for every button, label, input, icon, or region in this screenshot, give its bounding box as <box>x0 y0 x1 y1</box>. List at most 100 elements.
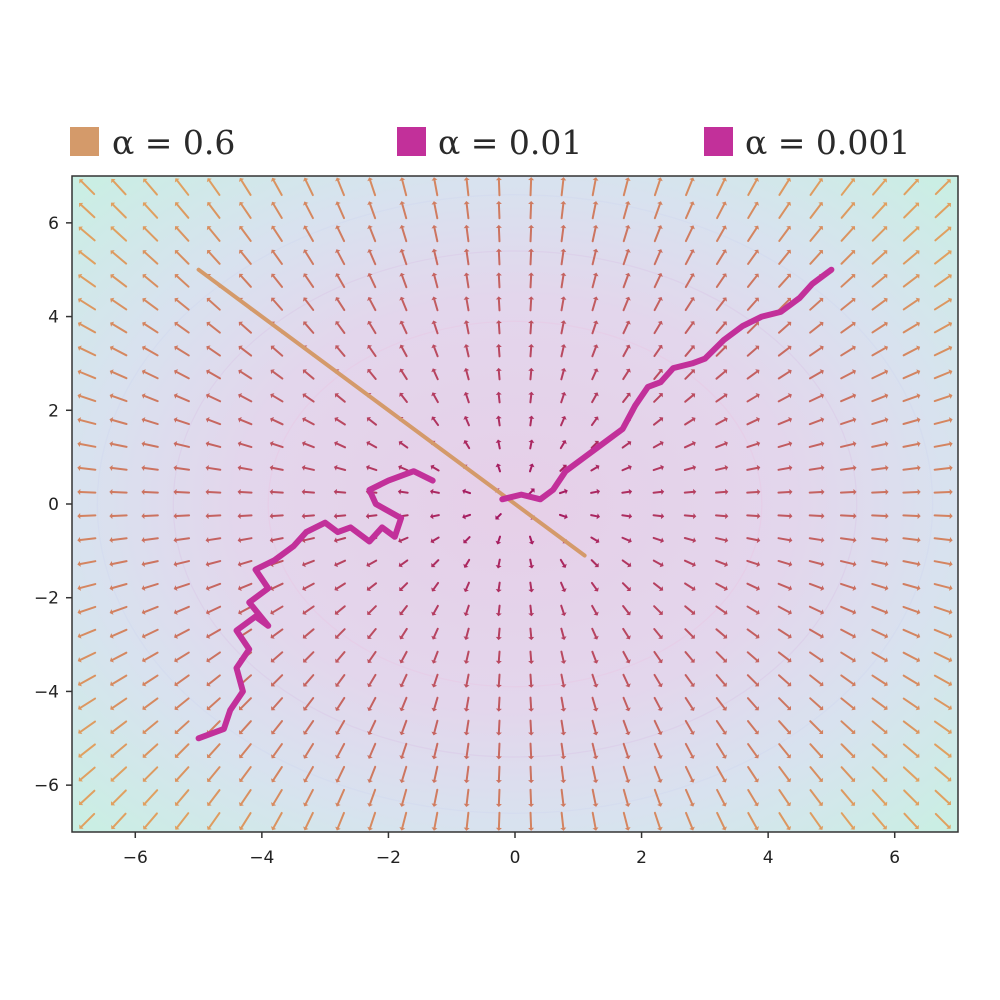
quiver-arrow <box>239 370 253 380</box>
quiver-arrowhead <box>77 657 82 663</box>
quiver-arrow <box>746 605 759 614</box>
quiver-arrow <box>176 789 190 805</box>
quiver-arrow <box>271 466 284 471</box>
quiver-arrow <box>809 299 823 311</box>
quiver-arrowhead <box>528 415 535 420</box>
quiver-arrowhead <box>79 179 84 184</box>
quiver-arrowhead <box>528 588 535 593</box>
quiver-arrowhead <box>721 754 727 759</box>
quiver-arrow <box>433 298 439 312</box>
quiver-arrow <box>777 651 791 662</box>
quiver-arrow <box>809 789 822 805</box>
quiver-arrow <box>304 394 315 403</box>
x-tick-label: −6 <box>123 848 148 868</box>
quiver-arrow <box>621 582 630 590</box>
quiver-arrow <box>465 250 470 266</box>
quiver-arrow <box>933 605 951 613</box>
quiver-arrow <box>271 442 284 449</box>
quiver-arrow <box>746 490 759 494</box>
quiver-arrowhead <box>399 635 405 640</box>
quiver-arrow <box>902 674 919 685</box>
quiver-arrowhead <box>237 585 242 591</box>
quiver-arrow <box>497 696 501 710</box>
quiver-arrow <box>465 742 470 758</box>
quiver-arrow <box>591 393 598 404</box>
quiver-arrow <box>560 250 565 266</box>
quiver-arrow <box>746 651 758 662</box>
quiver-arrow <box>716 227 726 243</box>
quiver-arrowhead <box>819 369 824 375</box>
quiver-arrow <box>871 323 887 334</box>
quiver-arrowhead <box>528 756 535 760</box>
quiver-arrowhead <box>592 296 599 301</box>
quiver-arrowhead <box>110 321 115 327</box>
quiver-arrowhead <box>431 587 437 592</box>
quiver-arrowhead <box>142 681 147 687</box>
quiver-arrowhead <box>237 513 241 520</box>
quiver-arrow <box>79 371 97 380</box>
quiver-arrow <box>591 765 597 782</box>
quiver-arrow <box>808 514 823 518</box>
quiver-arrowhead <box>141 513 145 520</box>
quiver-arrowhead <box>528 463 535 468</box>
quiver-arrowhead <box>725 488 729 495</box>
quiver-arrow <box>207 651 221 662</box>
quiver-arrow <box>871 251 887 265</box>
quiver-arrowhead <box>335 658 340 663</box>
quiver-arrowhead <box>625 731 631 736</box>
quiver-arrowhead <box>301 440 306 447</box>
quiver-arrowhead <box>237 537 242 544</box>
quiver-arrow <box>143 442 159 448</box>
quiver-arrow <box>336 605 346 614</box>
quiver-arrowhead <box>367 707 373 712</box>
quiver-arrowhead <box>270 633 275 639</box>
quiver-arrowhead <box>270 658 276 663</box>
quiver-arrow <box>839 537 855 542</box>
quiver-arrow <box>208 743 221 757</box>
quiver-arrowhead <box>110 202 116 207</box>
quiver-arrow <box>175 323 190 334</box>
quiver-arrowhead <box>560 248 567 253</box>
quiver-arrow <box>933 395 951 403</box>
quiver-arrowhead <box>141 537 145 543</box>
quiver-arrowhead <box>594 440 599 446</box>
quiver-arrowhead <box>206 178 212 183</box>
quiver-arrowhead <box>109 585 114 591</box>
quiver-arrow <box>715 674 726 686</box>
quiver-arrow <box>272 811 283 829</box>
quiver-arrow <box>871 674 887 685</box>
quiver-arrowhead <box>333 513 337 520</box>
quiver-arrowhead <box>657 320 663 326</box>
quiver-arrow <box>871 418 887 426</box>
quiver-arrow <box>111 251 128 265</box>
quiver-arrowhead <box>174 321 179 327</box>
quiver-arrowhead <box>916 369 921 375</box>
quiver-arrowhead <box>303 802 309 807</box>
legend-entry-alpha-001: α = 0.01 <box>397 123 582 162</box>
quiver-arrowhead <box>560 320 567 324</box>
quiver-arrowhead <box>174 825 180 830</box>
quiver-arrow <box>840 299 855 311</box>
quiver-arrow <box>591 298 597 312</box>
quiver-arrowhead <box>270 416 275 423</box>
quiver-arrowhead <box>495 224 502 228</box>
quiver-arrow <box>303 466 315 471</box>
quiver-arrowhead <box>270 273 276 278</box>
quiver-arrow <box>335 514 347 518</box>
quiver-arrow <box>304 697 315 710</box>
quiver-arrow <box>111 395 128 403</box>
quiver-arrowhead <box>819 321 824 327</box>
quiver-arrowhead <box>429 513 434 520</box>
quiver-arrowhead <box>528 540 535 545</box>
quiver-arrowhead <box>142 345 147 351</box>
quiver-arrowhead <box>657 344 663 350</box>
quiver-arrow <box>529 322 533 335</box>
quiver-arrow <box>622 650 630 662</box>
quiver-arrowhead <box>819 705 824 711</box>
quiver-arrow <box>497 465 502 473</box>
quiver-arrowhead <box>367 826 373 831</box>
quiver-arrowhead <box>594 562 599 568</box>
quiver-arrow <box>777 322 790 334</box>
quiver-arrowhead <box>333 488 337 495</box>
quiver-arrowhead <box>302 416 307 423</box>
